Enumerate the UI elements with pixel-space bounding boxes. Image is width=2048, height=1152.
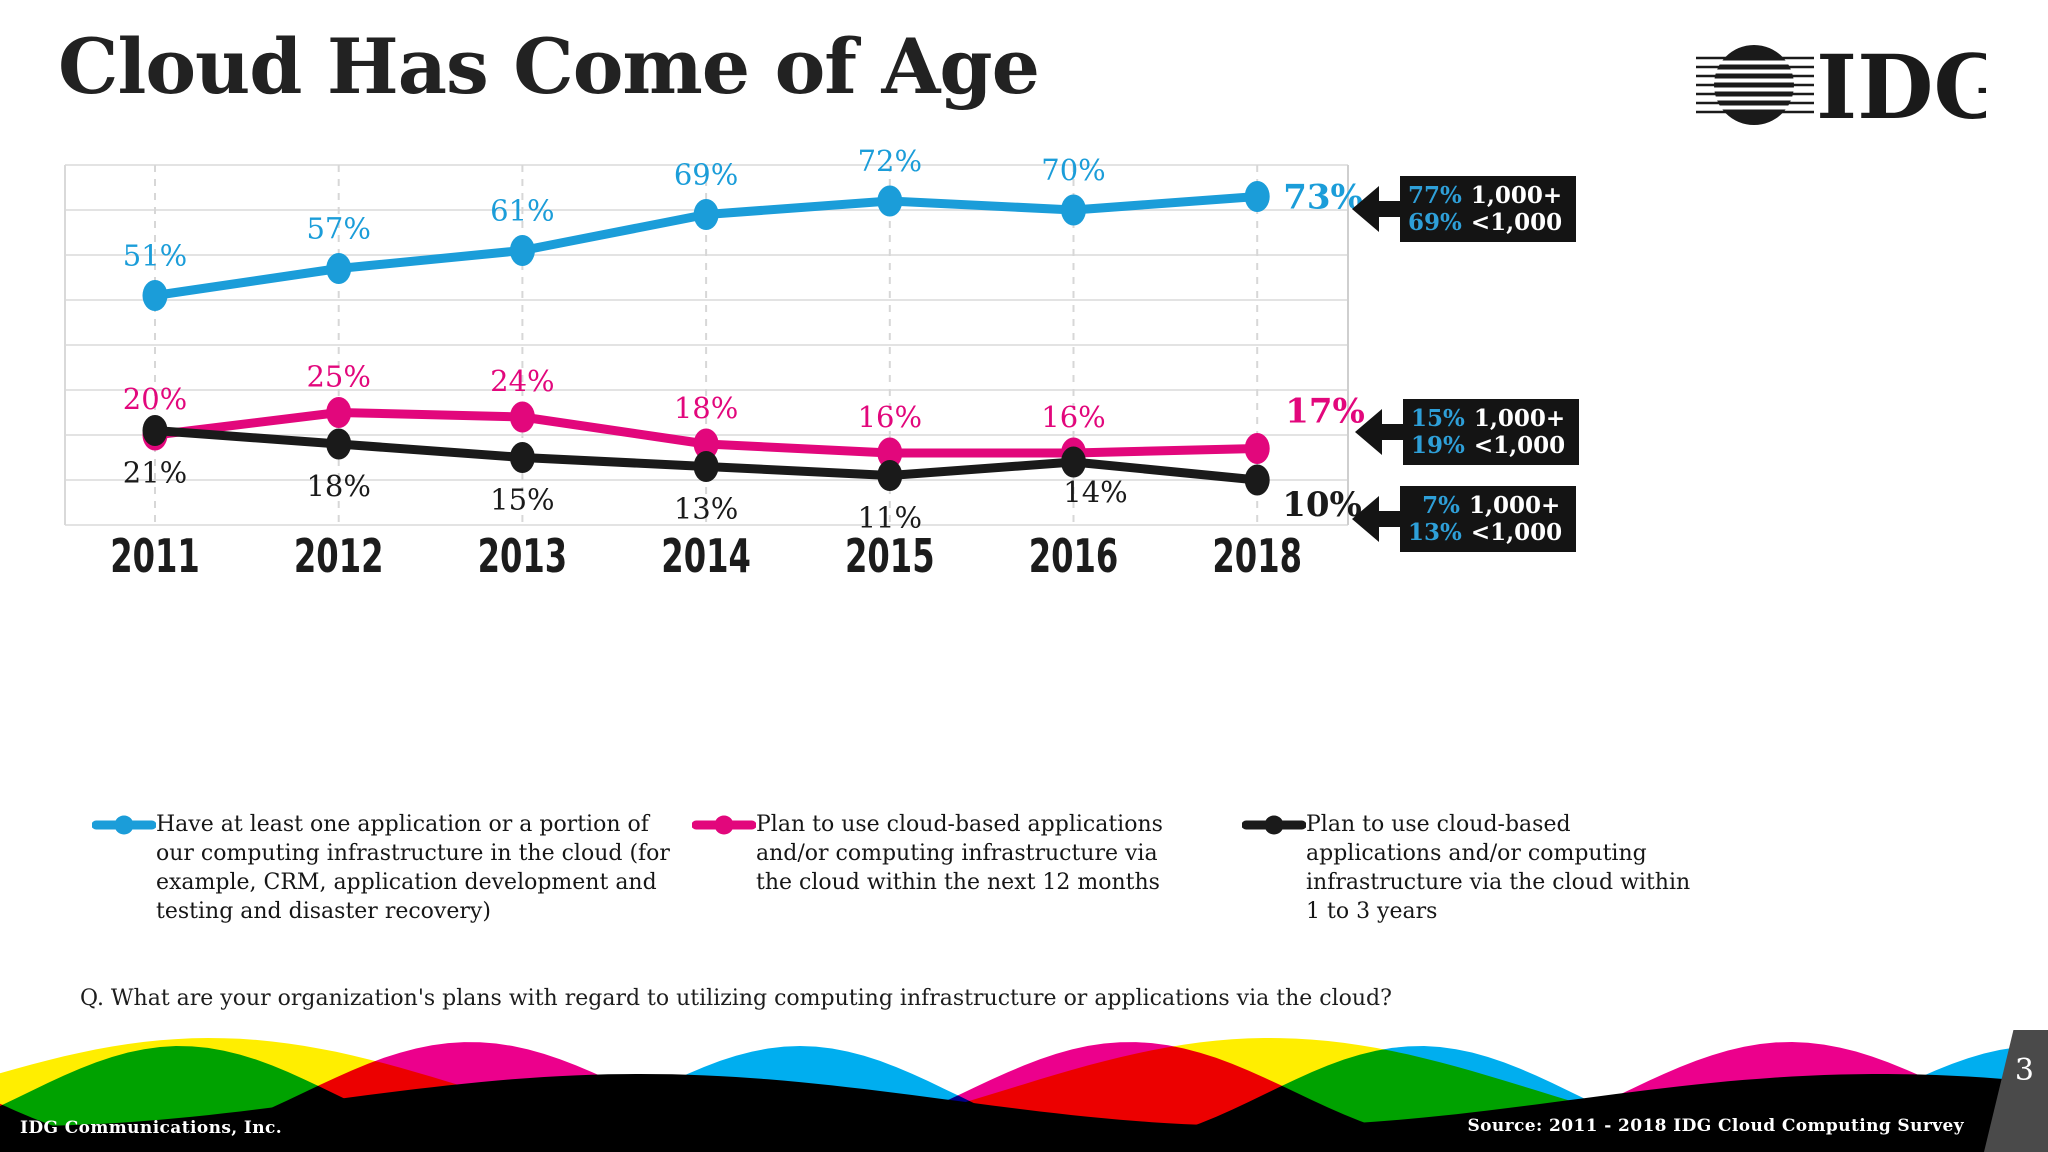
data-point	[1061, 446, 1086, 478]
callout-value: 15%	[1411, 405, 1465, 432]
data-label: 20%	[123, 382, 187, 416]
idg-logo: IDG	[1696, 36, 1986, 136]
data-label: 11%	[858, 501, 922, 535]
callout-value: 69%	[1408, 209, 1462, 236]
data-point	[326, 428, 352, 460]
data-label: 70%	[1041, 153, 1105, 187]
footer-wave-black	[0, 1074, 2048, 1152]
x-axis-label: 2012	[294, 530, 384, 583]
data-label: 69%	[674, 158, 738, 192]
callout-value: 77%	[1408, 182, 1462, 209]
callout-box: 77% 1,000+ 69% <1,000	[1400, 176, 1577, 242]
data-point	[877, 437, 903, 469]
data-label: 16%	[858, 400, 922, 434]
data-label: 17%	[1285, 392, 1365, 432]
legend-label: Plan to use cloud-based applications and…	[1306, 812, 1691, 924]
arrow-left-icon	[1355, 409, 1403, 455]
page-title: Cloud Has Come of Age	[58, 22, 1040, 111]
data-label: 16%	[1041, 400, 1105, 434]
legend-label: Plan to use cloud-based applications and…	[756, 812, 1163, 895]
x-axis-label: 2015	[845, 530, 935, 583]
data-label: 51%	[123, 239, 187, 273]
footer-wave-banner	[0, 1038, 2048, 1152]
callout-value: 13%	[1408, 519, 1462, 546]
footer-company: IDG Communications, Inc.	[20, 1118, 283, 1138]
data-point	[509, 442, 535, 473]
data-point	[693, 428, 719, 460]
legend-label: Have at least one application or a porti…	[156, 812, 670, 924]
callout-middle: 15% 1,000+ 19% <1,000	[1355, 399, 1580, 465]
data-label: 18%	[674, 391, 738, 425]
legend-item-pink: Plan to use cloud-based applications and…	[692, 810, 1182, 897]
arrow-left-icon	[1352, 186, 1400, 232]
data-point	[326, 397, 352, 428]
callout-label: <1,000	[1473, 432, 1566, 459]
data-label: 14%	[1063, 475, 1127, 509]
data-label: 10%	[1282, 485, 1362, 525]
data-point	[509, 401, 535, 433]
data-label: 72%	[858, 144, 922, 178]
data-point	[693, 451, 719, 482]
callout-top: 77% 1,000+ 69% <1,000	[1352, 176, 1577, 242]
data-label: 21%	[123, 456, 187, 490]
x-axis-label: 2013	[478, 530, 568, 583]
data-label: 24%	[490, 364, 554, 398]
data-label: 73%	[1283, 178, 1363, 218]
striped-globe-icon	[1696, 45, 1814, 125]
callout-box: 7% 1,000+ 13% <1,000	[1400, 486, 1577, 552]
page-number: 3	[2014, 1053, 2034, 1088]
data-point	[1244, 181, 1270, 212]
legend-line-marker-icon	[1242, 815, 1306, 835]
data-label: 18%	[306, 469, 370, 503]
x-axis-label: 2016	[1029, 530, 1119, 583]
arrow-left-icon	[1352, 496, 1400, 542]
callout-label: 1,000+	[1470, 182, 1563, 209]
data-point	[509, 235, 535, 266]
data-label: 57%	[306, 212, 370, 246]
data-point	[877, 460, 903, 491]
footer-source: Source: 2011 - 2018 IDG Cloud Computing …	[1467, 1116, 1964, 1136]
data-point	[326, 253, 352, 284]
data-point	[1244, 433, 1270, 464]
data-point	[1244, 464, 1270, 496]
callout-label: 1,000+	[1473, 405, 1566, 432]
callout-label: <1,000	[1470, 209, 1563, 236]
data-label: 13%	[674, 492, 738, 526]
callout-value: 19%	[1411, 432, 1465, 459]
line-chart: 2011 2012 2013 2014 2015 2016 2018 51% 57% 61% 69%…	[64, 144, 1365, 584]
legend-line-marker-icon	[692, 815, 756, 835]
callout-value: 7%	[1422, 492, 1460, 519]
x-axis-label: 2014	[661, 530, 751, 583]
survey-question: Q. What are your organization's plans wi…	[80, 986, 1392, 1011]
callout-label: <1,000	[1470, 519, 1563, 546]
data-point	[693, 199, 719, 230]
x-axis-label: 2018	[1212, 530, 1302, 583]
legend-item-blue: Have at least one application or a porti…	[92, 810, 682, 926]
data-point	[1061, 194, 1086, 226]
legend-line-marker-icon	[92, 815, 156, 835]
data-label: 25%	[306, 360, 370, 394]
data-point	[142, 280, 168, 311]
data-label: 15%	[490, 483, 554, 517]
logo-text: IDG	[1816, 36, 1986, 136]
callout-bottom: 7% 1,000+ 13% <1,000	[1352, 486, 1577, 552]
data-label: 61%	[490, 194, 554, 228]
data-point	[142, 415, 168, 446]
data-point	[877, 185, 903, 217]
callout-label: 1,000+	[1469, 492, 1561, 519]
x-axis-label: 2011	[110, 530, 200, 583]
legend-item-black: Plan to use cloud-based applications and…	[1242, 810, 1702, 926]
callout-box: 15% 1,000+ 19% <1,000	[1403, 399, 1580, 465]
